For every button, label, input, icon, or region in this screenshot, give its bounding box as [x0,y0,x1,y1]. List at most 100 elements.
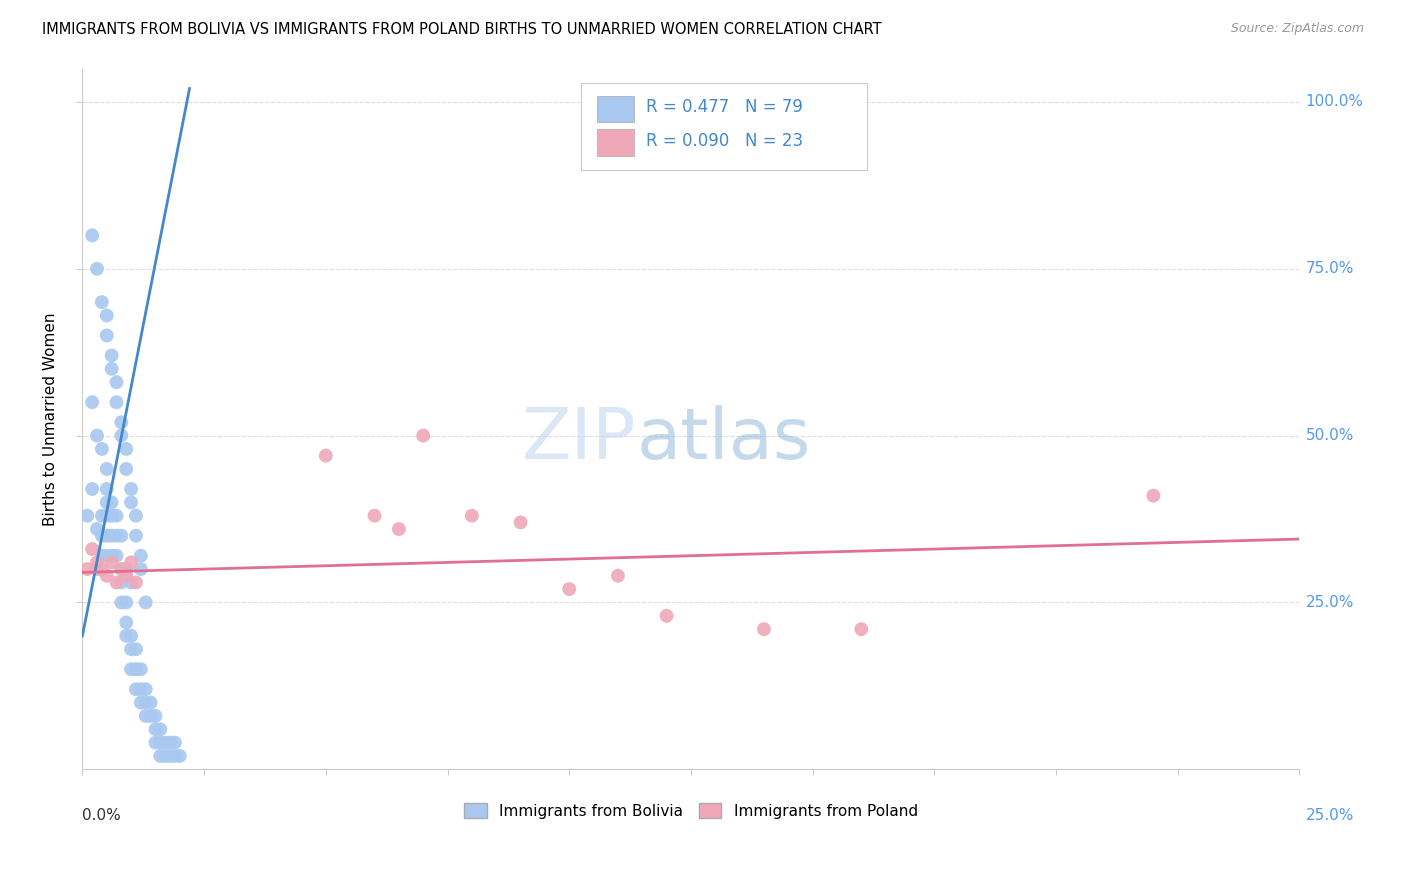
Point [96,309,118,323]
Point [96,328,118,343]
Point [149,748,172,763]
Point [115,462,138,476]
Point [100,555,122,569]
Point [139,696,162,710]
Point [110,529,132,543]
Point [120,482,142,496]
Point [1142,489,1164,503]
Point [606,568,628,582]
Point [120,575,142,590]
Point [105,508,128,523]
Point [76,508,98,523]
Point [96,508,118,523]
Text: R = 0.477   N = 79: R = 0.477 N = 79 [645,98,803,116]
Text: 25.0%: 25.0% [1306,808,1354,822]
Point [125,682,148,697]
Point [120,642,142,657]
Point [110,595,132,609]
Text: R = 0.090   N = 23: R = 0.090 N = 23 [645,132,803,150]
Point [129,562,152,576]
Text: ZIP: ZIP [522,406,636,475]
Point [163,748,186,763]
Point [90,549,112,563]
Point [86,261,108,276]
Point [90,529,112,543]
Point [90,508,112,523]
Point [388,522,411,536]
Point [125,575,148,590]
Point [120,555,142,569]
Point [82,482,104,496]
Point [120,629,142,643]
Point [125,662,148,676]
Point [149,723,172,737]
Point [96,482,118,496]
Point [115,615,138,630]
Point [145,709,167,723]
Point [86,562,108,576]
Point [509,516,531,530]
Point [86,522,108,536]
Text: 50.0%: 50.0% [1306,428,1354,443]
Point [125,642,148,657]
Point [163,736,186,750]
Point [120,662,142,676]
Point [96,495,118,509]
Point [315,449,337,463]
Text: IMMIGRANTS FROM BOLIVIA VS IMMIGRANTS FROM POLAND BIRTHS TO UNMARRIED WOMEN CORR: IMMIGRANTS FROM BOLIVIA VS IMMIGRANTS FR… [42,22,882,37]
Point [461,508,484,523]
Point [169,748,191,763]
Point [105,529,128,543]
Point [752,622,775,636]
FancyBboxPatch shape [598,129,634,156]
Point [135,682,157,697]
Point [110,562,132,576]
Point [96,549,118,563]
Point [105,549,128,563]
Point [129,662,152,676]
Point [100,508,122,523]
Point [82,542,104,557]
Point [159,748,181,763]
Point [159,736,181,750]
Point [851,622,873,636]
Text: 75.0%: 75.0% [1306,261,1354,277]
Point [135,696,157,710]
Point [558,582,581,596]
Point [129,682,152,697]
Point [153,748,176,763]
FancyBboxPatch shape [582,83,868,170]
Point [100,549,122,563]
Point [90,295,112,310]
Point [105,375,128,389]
Point [129,549,152,563]
Point [82,395,104,409]
Text: 0.0%: 0.0% [83,808,121,822]
Point [96,529,118,543]
Text: Source: ZipAtlas.com: Source: ZipAtlas.com [1230,22,1364,36]
Point [115,568,138,582]
Point [96,462,118,476]
Point [139,709,162,723]
Text: 100.0%: 100.0% [1306,95,1364,110]
Point [100,495,122,509]
Point [125,508,148,523]
Point [82,228,104,243]
Point [110,562,132,576]
Point [125,529,148,543]
Point [115,629,138,643]
Point [145,736,167,750]
Text: atlas: atlas [636,406,810,475]
Point [655,608,678,623]
Point [149,736,172,750]
Point [90,562,112,576]
Point [105,395,128,409]
Point [100,362,122,376]
Point [110,415,132,429]
Point [105,575,128,590]
Point [110,575,132,590]
Point [363,508,385,523]
FancyBboxPatch shape [598,95,634,122]
Point [76,562,98,576]
Point [100,529,122,543]
